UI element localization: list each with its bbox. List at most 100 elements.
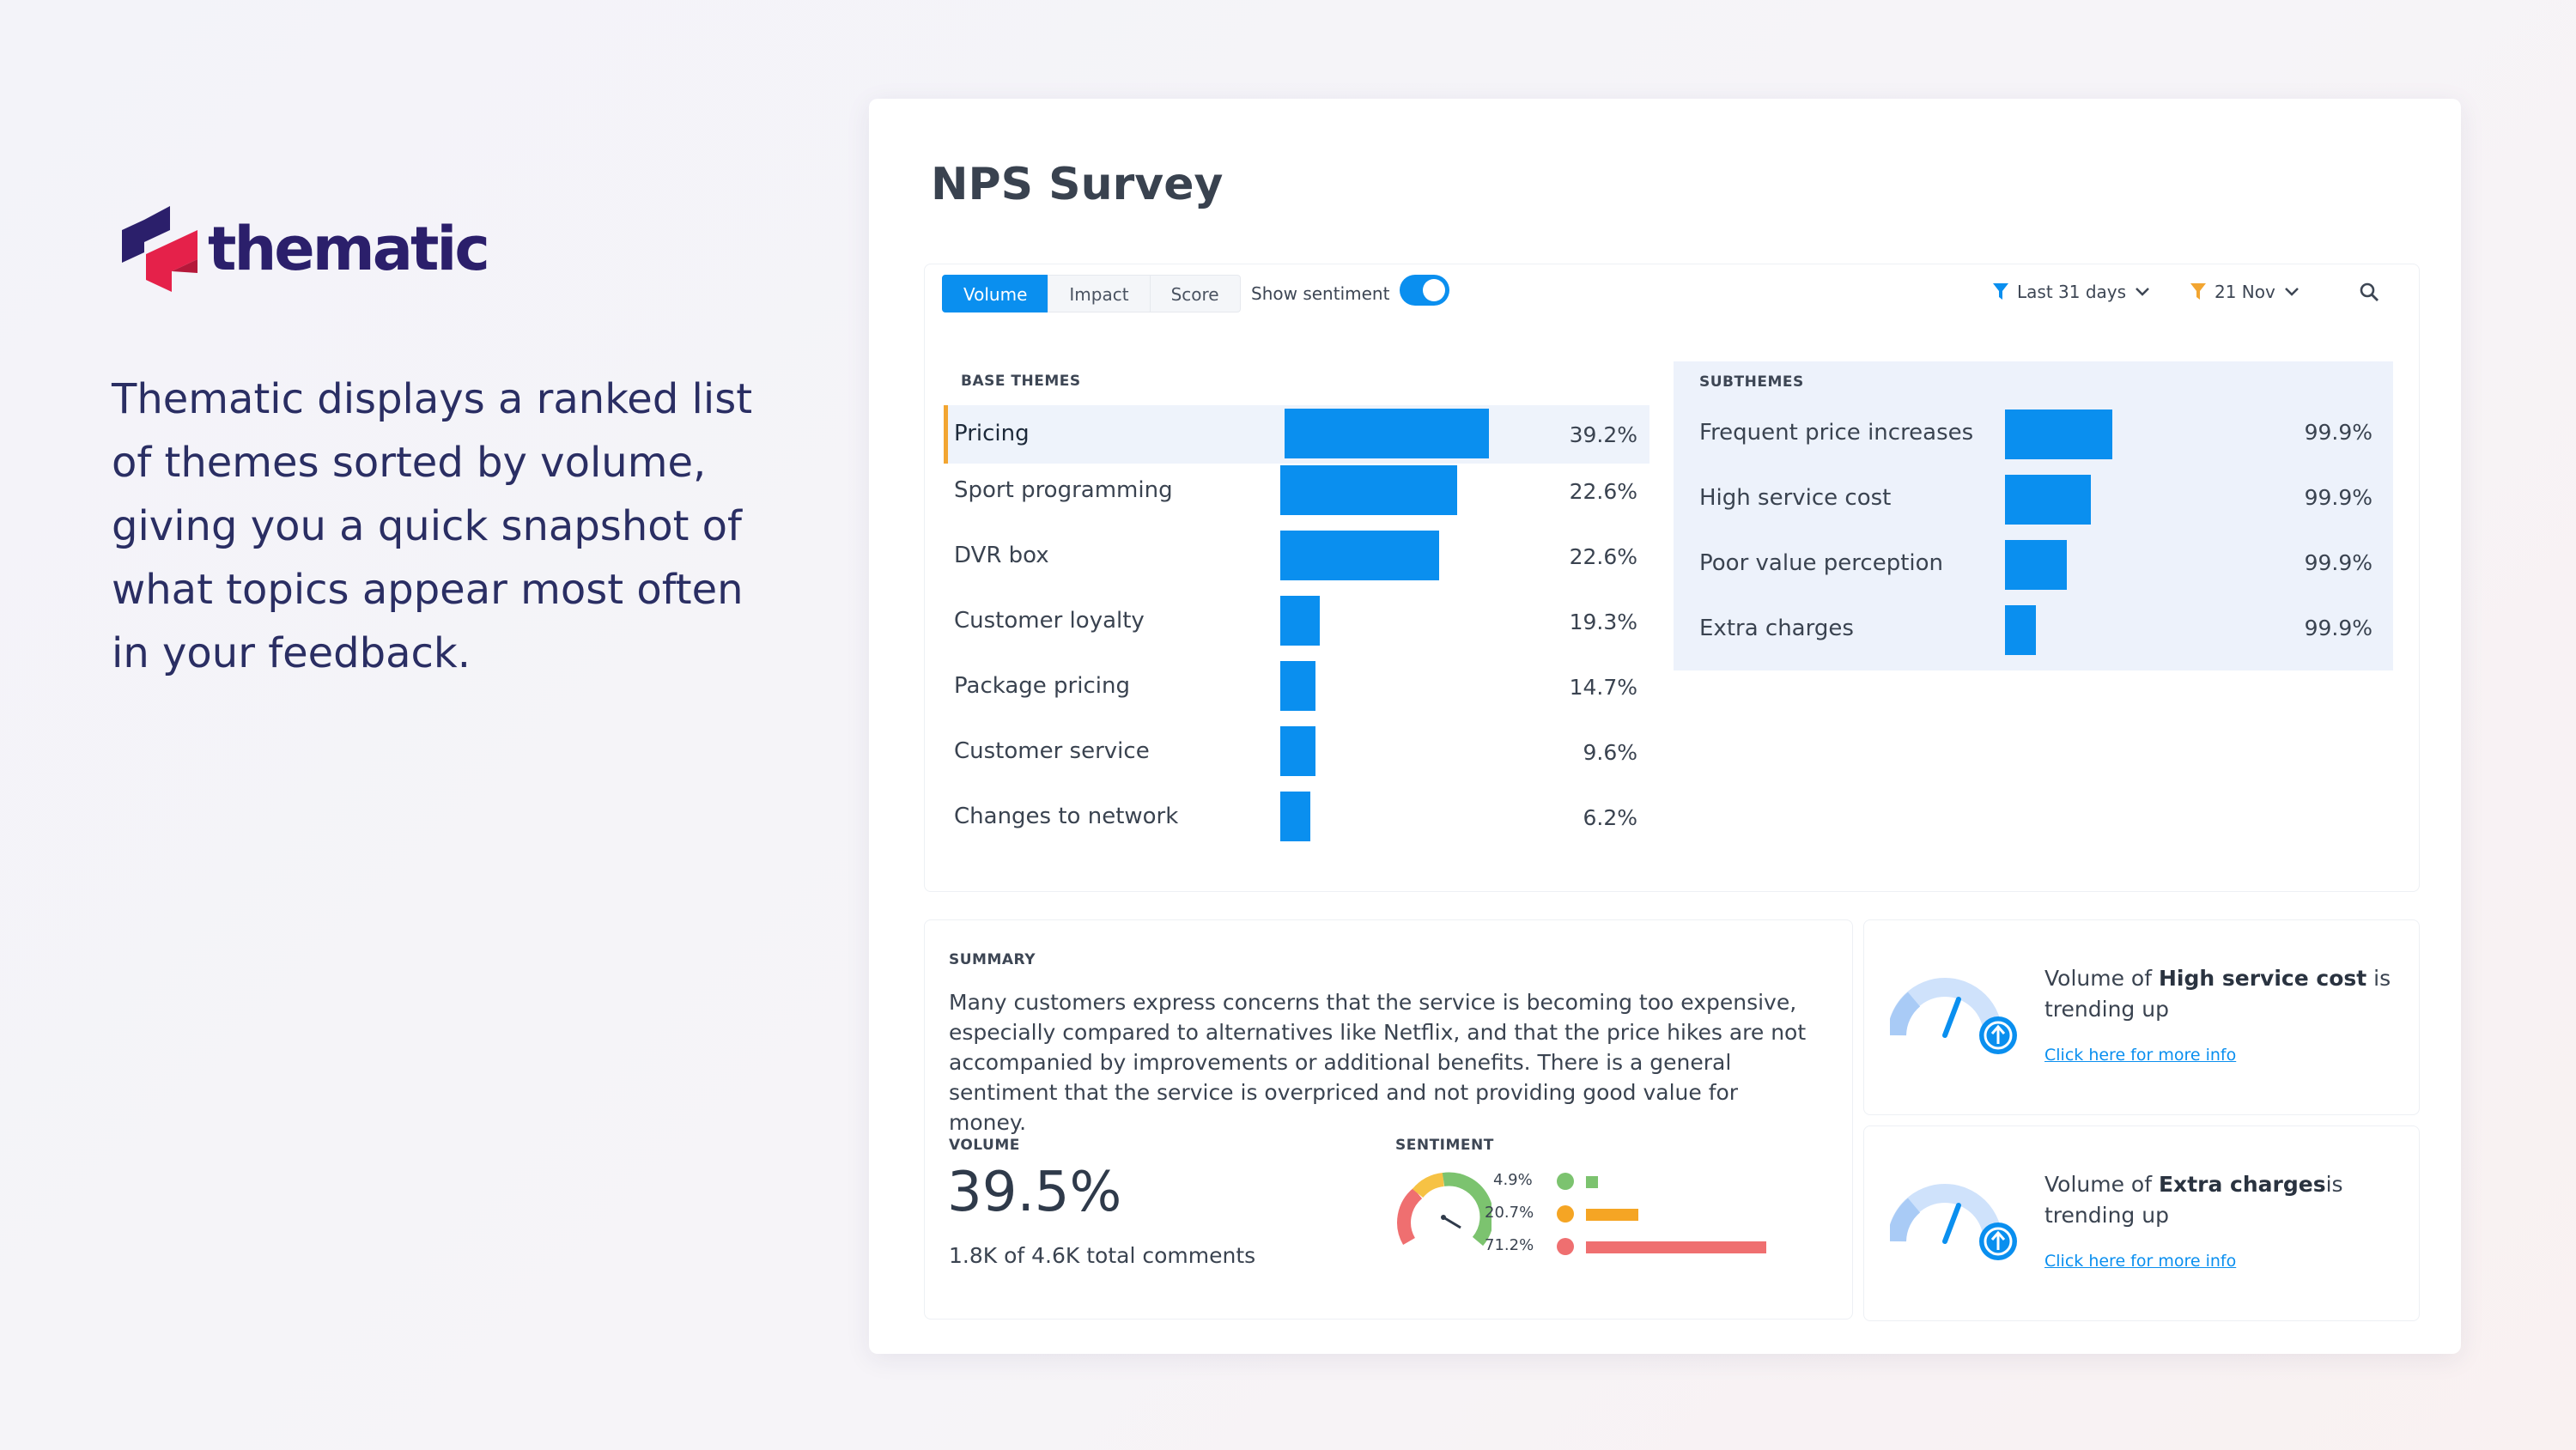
volume-subtext: 1.8K of 4.6K total comments xyxy=(949,1243,1256,1268)
sentiment-positive-percent: 4.9% xyxy=(1493,1171,1533,1189)
theme-percent: 39.2% xyxy=(1569,422,1637,447)
date-range-label: Last 31 days xyxy=(2017,282,2127,302)
subtheme-percent: 99.9% xyxy=(2304,616,2372,640)
chevron-down-icon xyxy=(2136,288,2149,296)
trend-gauge-icon xyxy=(1890,978,2017,1054)
tagline: Thematic displays a ranked list of theme… xyxy=(112,375,753,677)
date-label: 21 Nov xyxy=(2215,282,2275,302)
theme-volume-bar xyxy=(1280,661,1315,711)
base-theme-row[interactable]: Customer loyalty 19.3% xyxy=(944,592,1649,651)
subtheme-volume-bar xyxy=(2005,605,2036,655)
date-range-filter[interactable]: Last 31 days xyxy=(1981,275,2162,309)
volume-value: 39.5% xyxy=(947,1161,1122,1224)
theme-name: Customer service xyxy=(954,738,1150,764)
theme-name: Package pricing xyxy=(954,673,1130,699)
subtheme-percent: 99.9% xyxy=(2304,485,2372,510)
subtheme-volume-bar xyxy=(2005,475,2091,525)
subthemes-label: SUBTHEMES xyxy=(1699,373,1804,391)
sentiment-neutral-percent: 20.7% xyxy=(1485,1204,1534,1222)
base-themes-label: BASE THEMES xyxy=(961,373,1081,390)
show-sentiment-toggle[interactable] xyxy=(1400,275,1449,306)
subtheme-row[interactable]: Poor value perception 99.9% xyxy=(1674,540,2393,592)
trend-card-extra-charges: Volume of Extra chargesis trending up Cl… xyxy=(1863,1125,2420,1321)
brand-name: thematic xyxy=(208,214,490,284)
theme-name: Sport programming xyxy=(954,477,1173,503)
theme-percent: 6.2% xyxy=(1583,805,1637,830)
sad-face-icon xyxy=(1557,1238,1574,1255)
neutral-face-icon xyxy=(1557,1205,1574,1222)
happy-face-icon xyxy=(1557,1173,1574,1190)
theme-name: Pricing xyxy=(954,421,1030,446)
base-theme-row[interactable]: DVR box 22.6% xyxy=(944,527,1649,585)
tab-impact[interactable]: Impact xyxy=(1048,275,1151,312)
theme-volume-bar xyxy=(1280,596,1320,646)
theme-name: Customer loyalty xyxy=(954,608,1145,634)
trend-prefix: Volume of xyxy=(2044,1172,2159,1197)
date-filter[interactable]: 21 Nov xyxy=(2178,275,2312,309)
theme-percent: 22.6% xyxy=(1569,479,1637,504)
base-theme-row[interactable]: Changes to network 6.2% xyxy=(944,788,1649,846)
sentiment-neutral-bar xyxy=(1586,1209,1638,1221)
subtheme-name: Frequent price increases xyxy=(1699,420,1974,446)
base-theme-row[interactable]: Package pricing 14.7% xyxy=(944,658,1649,716)
subtheme-name: Poor value perception xyxy=(1699,550,1944,576)
base-theme-row[interactable]: Customer service 9.6% xyxy=(944,723,1649,781)
tab-score[interactable]: Score xyxy=(1149,275,1241,312)
theme-percent: 22.6% xyxy=(1569,544,1637,569)
search-icon[interactable] xyxy=(2359,282,2381,304)
more-info-link[interactable]: Click here for more info xyxy=(2044,1046,2237,1065)
filter-icon xyxy=(2190,283,2206,300)
subtheme-percent: 99.9% xyxy=(2304,550,2372,575)
theme-percent: 19.3% xyxy=(1569,610,1637,634)
trend-text: Volume of High service cost is trending … xyxy=(2044,963,2405,1025)
subtheme-name: High service cost xyxy=(1699,485,1892,511)
chevron-down-icon xyxy=(2284,288,2299,296)
subtheme-volume-bar xyxy=(2005,540,2067,590)
theme-name: DVR box xyxy=(954,543,1049,568)
subtheme-row[interactable]: Extra charges 99.9% xyxy=(1674,605,2393,657)
sentiment-negative-percent: 71.2% xyxy=(1485,1236,1534,1254)
subthemes-panel: SUBTHEMES Frequent price increases 99.9%… xyxy=(1674,361,2393,670)
sentiment-label: SENTIMENT xyxy=(1395,1137,1494,1154)
summary-panel: SUMMARY Many customers express concerns … xyxy=(924,919,1853,1320)
thematic-logo-mark-icon xyxy=(122,206,197,292)
trend-suffix: is trending up xyxy=(2044,966,2391,1022)
trend-theme: High service cost xyxy=(2158,966,2367,991)
sentiment-negative-bar xyxy=(1586,1241,1766,1253)
thematic-logo: thematic xyxy=(115,204,490,294)
trend-card-high-service-cost: Volume of High service cost is trending … xyxy=(1863,919,2420,1115)
dashboard-card: NPS Survey Volume Impact Score Show sent… xyxy=(869,99,2461,1354)
metric-tabs: Volume Impact Score xyxy=(942,275,1241,312)
show-sentiment-label: Show sentiment xyxy=(1251,283,1390,304)
tab-volume[interactable]: Volume xyxy=(942,275,1049,312)
summary-label: SUMMARY xyxy=(949,951,1036,968)
theme-name: Changes to network xyxy=(954,804,1179,829)
trend-gauge-icon xyxy=(1890,1184,2017,1260)
subtheme-percent: 99.9% xyxy=(2304,420,2372,445)
theme-volume-bar xyxy=(1280,531,1439,580)
theme-volume-bar xyxy=(1280,465,1457,515)
trend-text: Volume of Extra chargesis trending up xyxy=(2044,1169,2405,1231)
theme-volume-bar xyxy=(1280,726,1315,776)
theme-volume-bar xyxy=(1285,409,1489,458)
base-theme-row[interactable]: Pricing 39.2% xyxy=(944,405,1649,464)
trend-suffix: is trending up xyxy=(2044,1172,2343,1228)
subtheme-volume-bar xyxy=(2005,410,2112,459)
trend-theme: Extra charges xyxy=(2158,1172,2326,1197)
toggle-knob xyxy=(1423,279,1445,301)
sentiment-gauge-icon xyxy=(1397,1172,1492,1247)
themes-panel: Volume Impact Score Show sentiment Last … xyxy=(924,264,2420,892)
base-theme-row[interactable]: Sport programming 22.6% xyxy=(944,462,1649,520)
volume-label: VOLUME xyxy=(949,1137,1020,1154)
subtheme-row[interactable]: Frequent price increases 99.9% xyxy=(1674,410,2393,461)
trend-prefix: Volume of xyxy=(2044,966,2159,991)
theme-volume-bar xyxy=(1280,792,1310,841)
page-title: NPS Survey xyxy=(931,159,1224,210)
sentiment-positive-bar xyxy=(1586,1176,1598,1188)
theme-percent: 14.7% xyxy=(1569,675,1637,700)
subtheme-row[interactable]: High service cost 99.9% xyxy=(1674,475,2393,526)
more-info-link[interactable]: Click here for more info xyxy=(2044,1252,2237,1271)
summary-text: Many customers express concerns that the… xyxy=(949,990,1807,1135)
theme-percent: 9.6% xyxy=(1583,740,1637,765)
subtheme-name: Extra charges xyxy=(1699,616,1854,641)
